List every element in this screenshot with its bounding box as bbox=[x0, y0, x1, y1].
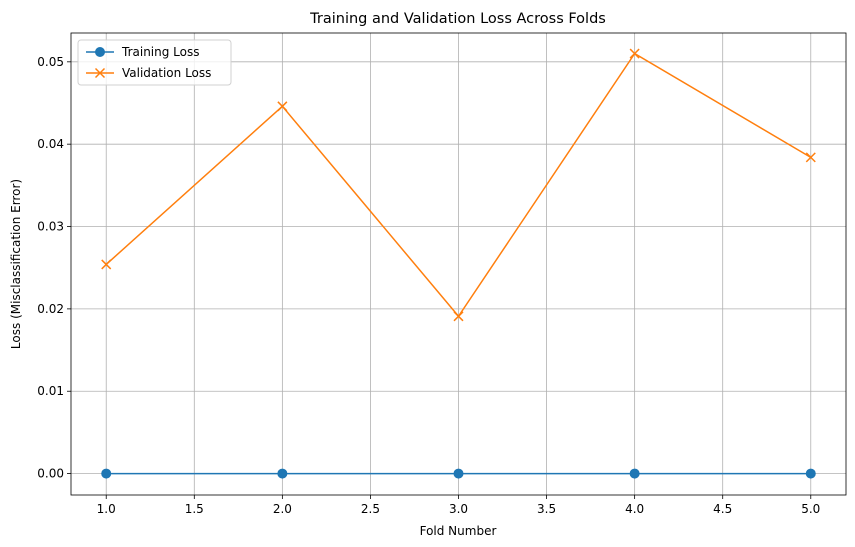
data-point bbox=[629, 48, 640, 59]
x-tick-label: 2.0 bbox=[273, 502, 292, 516]
x-tick-label: 2.5 bbox=[361, 502, 380, 516]
legend-label: Training Loss bbox=[121, 45, 199, 59]
legend-item: Validation Loss bbox=[86, 66, 211, 80]
x-tick-label: 3.5 bbox=[537, 502, 556, 516]
series-validation-loss bbox=[101, 48, 816, 322]
legend-label: Validation Loss bbox=[122, 66, 211, 80]
grid bbox=[71, 33, 846, 495]
y-axis-label: Loss (Misclassification Error) bbox=[9, 179, 23, 349]
series-layer bbox=[101, 48, 816, 479]
y-tick-label: 0.01 bbox=[37, 384, 64, 398]
x-tick-label: 1.5 bbox=[185, 502, 204, 516]
x-axis-label: Fold Number bbox=[420, 524, 497, 538]
x-ticks: 1.0 1.5 2.0 2.5 3.0 3.5 4.0 4.5 5.0 bbox=[97, 495, 820, 516]
data-point bbox=[805, 468, 816, 479]
data-point bbox=[453, 311, 464, 322]
y-tick-label: 0.05 bbox=[37, 55, 64, 69]
data-point bbox=[629, 468, 640, 479]
chart-title: Training and Validation Loss Across Fold… bbox=[309, 11, 606, 27]
legend-box bbox=[77, 39, 232, 86]
series-training-loss bbox=[101, 468, 816, 479]
legend: Training Loss Validation Loss bbox=[77, 39, 232, 86]
y-tick-label: 0.00 bbox=[37, 467, 64, 481]
data-point bbox=[805, 152, 816, 163]
legend-marker bbox=[95, 47, 105, 57]
data-point bbox=[277, 468, 288, 479]
y-tick-label: 0.04 bbox=[37, 137, 64, 151]
x-tick-label: 4.0 bbox=[625, 502, 644, 516]
x-tick-label: 4.5 bbox=[713, 502, 732, 516]
data-point bbox=[277, 101, 288, 112]
x-tick-label: 1.0 bbox=[97, 502, 116, 516]
data-point bbox=[453, 468, 464, 479]
y-tick-label: 0.02 bbox=[37, 302, 64, 316]
x-tick-label: 3.0 bbox=[449, 502, 468, 516]
y-ticks: 0.00 0.01 0.02 0.03 0.04 0.05 bbox=[37, 55, 71, 481]
y-tick-label: 0.03 bbox=[37, 220, 64, 234]
legend-marker bbox=[94, 67, 106, 79]
x-tick-label: 5.0 bbox=[801, 502, 820, 516]
legend-item: Training Loss bbox=[86, 45, 199, 59]
data-point bbox=[101, 468, 112, 479]
data-point bbox=[101, 259, 112, 270]
